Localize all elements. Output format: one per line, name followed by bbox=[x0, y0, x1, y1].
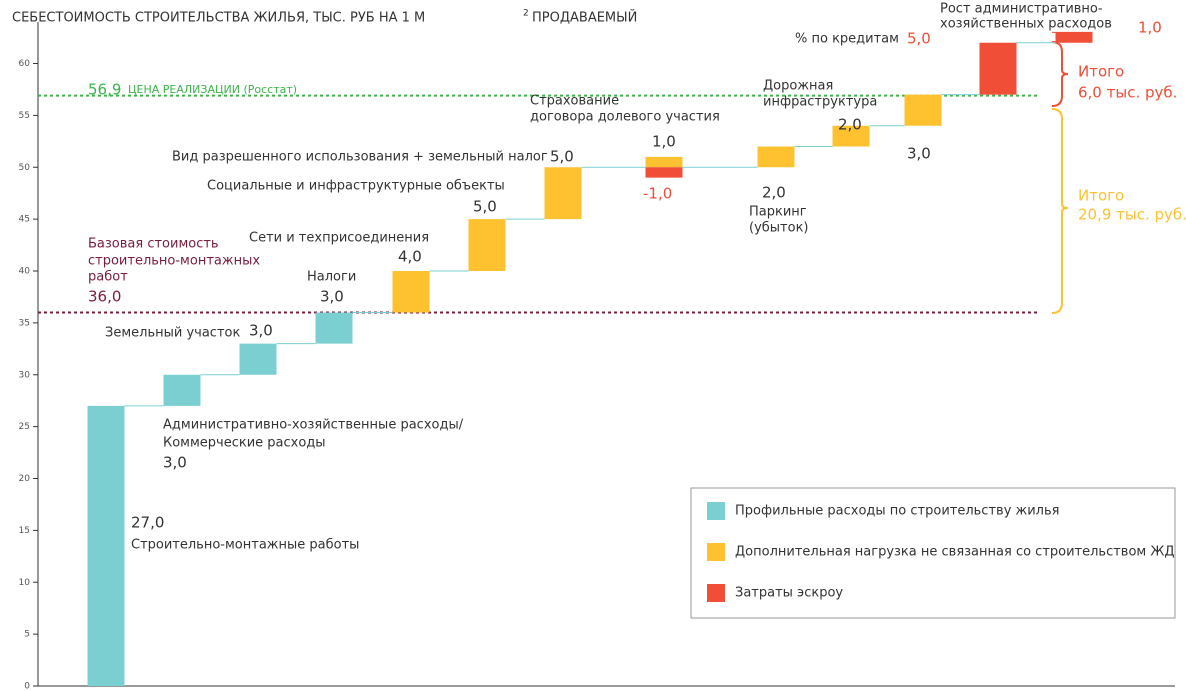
value-label: 27,0 bbox=[131, 514, 164, 532]
y-tick-label: 45 bbox=[19, 215, 30, 225]
y-tick-label: 30 bbox=[19, 370, 31, 380]
bar bbox=[163, 374, 201, 406]
category-label: (убыток) bbox=[749, 221, 809, 236]
chart-title: СЕБЕСТОИМОСТЬ СТРОИТЕЛЬСТВА ЖИЛЬЯ, ТЫС. … bbox=[12, 11, 425, 26]
y-tick-label: 0 bbox=[24, 682, 30, 691]
category-label: Вид разрешенного использования + земельн… bbox=[172, 150, 548, 165]
category-label: хозяйственных расходов bbox=[940, 17, 1112, 32]
value-label: 3,0 bbox=[163, 454, 187, 472]
title-end: ПРОДАВАЕМЫЙ bbox=[532, 10, 637, 26]
category-label: Административно-хозяйственные расходы/ bbox=[163, 418, 464, 433]
y-tick-label: 5 bbox=[24, 630, 30, 640]
value-label: -1,0 bbox=[643, 185, 672, 203]
reference-label: работ bbox=[88, 270, 128, 285]
reference-value: 36,0 bbox=[88, 288, 121, 306]
bar bbox=[468, 219, 506, 271]
reference-label: строительно-монтажных bbox=[88, 254, 260, 269]
value-label: 3,0 bbox=[249, 322, 273, 340]
category-label: Земельный участок bbox=[105, 326, 240, 341]
bar bbox=[979, 42, 1017, 95]
reference-label: ЦЕНА РЕАЛИЗАЦИИ (Росстат) bbox=[128, 83, 297, 96]
total-label: 20,9 тыс. руб. bbox=[1078, 206, 1186, 224]
value-label: 5,0 bbox=[550, 148, 574, 166]
category-label: Строительно-монтажные работы bbox=[131, 538, 359, 553]
y-tick-label: 60 bbox=[19, 59, 31, 69]
brace-red bbox=[1051, 41, 1069, 107]
bar bbox=[832, 125, 870, 147]
value-label: 1,0 bbox=[652, 133, 676, 151]
category-label: Дорожная bbox=[763, 79, 833, 94]
y-tick-label: 55 bbox=[19, 111, 30, 121]
legend-label: Дополнительная нагрузка не связанная со … bbox=[735, 545, 1175, 560]
legend-swatch bbox=[707, 502, 725, 520]
y-tick-label: 15 bbox=[19, 526, 30, 536]
bar bbox=[904, 94, 942, 126]
value-label: 4,0 bbox=[398, 248, 422, 266]
bar bbox=[645, 156, 683, 168]
bar bbox=[239, 343, 277, 375]
bar bbox=[544, 167, 582, 220]
value-label: 2,0 bbox=[762, 184, 786, 202]
brace-yellow bbox=[1051, 108, 1069, 314]
legend-swatch bbox=[707, 584, 725, 602]
bar bbox=[645, 167, 683, 178]
bar bbox=[315, 312, 353, 344]
value-label: 5,0 bbox=[473, 198, 497, 216]
value-label: 3,0 bbox=[320, 288, 344, 306]
value-label: 5,0 bbox=[907, 30, 931, 48]
y-tick-label: 20 bbox=[19, 474, 31, 484]
value-label: 3,0 bbox=[907, 145, 931, 163]
y-tick-label: 50 bbox=[19, 163, 31, 173]
category-label: договора долевого участия bbox=[530, 110, 720, 125]
bar bbox=[392, 271, 430, 313]
category-label: % по кредитам bbox=[795, 32, 899, 47]
y-tick-label: 40 bbox=[19, 267, 31, 277]
bar bbox=[1055, 32, 1093, 43]
value-label: 2,0 bbox=[838, 116, 862, 134]
y-tick-label: 10 bbox=[19, 578, 31, 588]
total-label: Итого bbox=[1078, 187, 1124, 205]
reference-label: Базовая стоимость bbox=[88, 237, 219, 252]
total-label: 6,0 тыс. руб. bbox=[1078, 84, 1177, 102]
legend-box bbox=[690, 487, 1176, 619]
legend-label: Затраты эскроу bbox=[735, 586, 843, 601]
category-label: инфраструктура bbox=[763, 95, 877, 110]
bar bbox=[757, 146, 795, 168]
category-label: Паркинг bbox=[749, 205, 807, 220]
category-label: Социальные и инфраструктурные объекты bbox=[207, 179, 505, 194]
total-label: Итого bbox=[1078, 63, 1124, 81]
y-tick-label: 25 bbox=[19, 422, 30, 432]
reference-value: 56,9 bbox=[88, 81, 121, 99]
legend-label: Профильные расходы по строительству жиль… bbox=[735, 504, 1059, 519]
legend-swatch bbox=[707, 543, 725, 561]
category-label: Налоги bbox=[307, 270, 356, 285]
category-label: Страхование bbox=[530, 94, 619, 109]
bar bbox=[87, 405, 125, 686]
category-label: Коммерческие расходы bbox=[163, 436, 326, 451]
y-tick-label: 35 bbox=[19, 318, 30, 328]
title-sup: 2 bbox=[523, 9, 529, 19]
category-label: Сети и техприсоединения bbox=[249, 231, 429, 246]
value-label: 1,0 bbox=[1138, 19, 1162, 37]
category-label: Рост административно- bbox=[940, 2, 1103, 17]
